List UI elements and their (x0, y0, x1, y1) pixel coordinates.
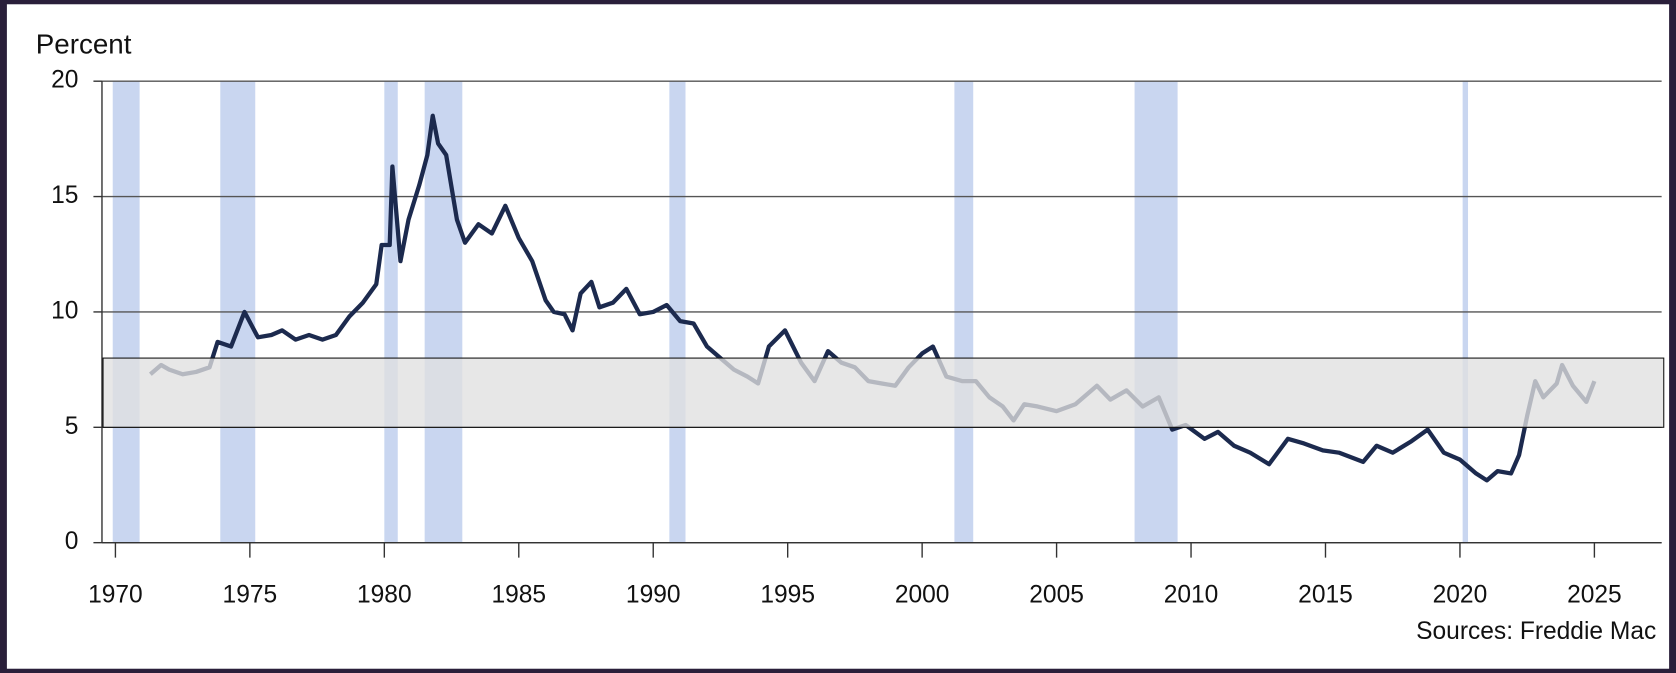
x-tick-label: 1975 (223, 582, 278, 609)
y-tick-label: 20 (51, 67, 78, 94)
y-tick-label: 0 (65, 528, 79, 555)
x-tick-label: 1995 (760, 582, 815, 609)
y-tick-label: 5 (65, 413, 79, 440)
highlight-band (102, 357, 1665, 428)
x-tick-label: 2015 (1298, 582, 1353, 609)
x-tick-label: 1980 (357, 582, 412, 609)
x-tick-label: 2010 (1164, 582, 1219, 609)
source: Sources: Freddie Mac (1416, 618, 1656, 645)
x-tick-label: 1985 (491, 582, 546, 609)
y-tick-label: 10 (51, 297, 78, 324)
x-tick-label: 2020 (1433, 582, 1488, 609)
series-line (148, 113, 1597, 483)
x-tick-label: 1970 (88, 582, 143, 609)
x-tick-label: 2005 (1029, 582, 1084, 609)
y-tick-label: 15 (51, 182, 78, 209)
x-tick-label: 2000 (895, 582, 950, 609)
x-tick-label: 1990 (626, 582, 681, 609)
x-tick-label: 2025 (1567, 582, 1622, 609)
panel (6, 4, 1670, 669)
y-axis-label: Percent (36, 28, 132, 59)
